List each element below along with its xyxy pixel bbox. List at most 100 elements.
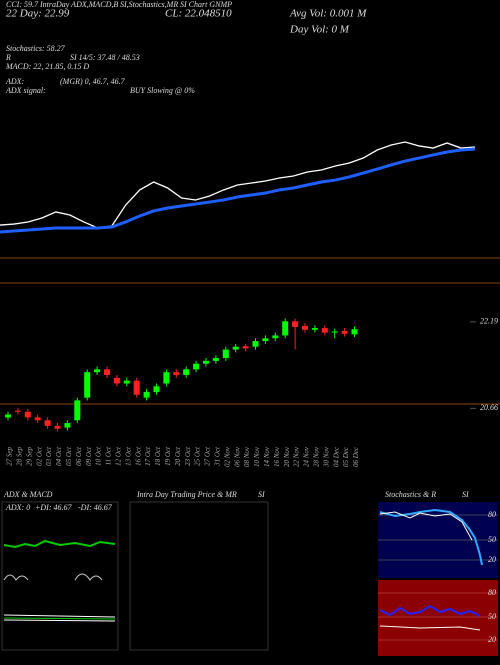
stoch-line bbox=[379, 508, 483, 566]
x-tick-label: 04 Oct bbox=[55, 446, 63, 466]
x-tick-label: 10 Oct bbox=[95, 446, 103, 466]
tick-label: 50 bbox=[488, 612, 496, 621]
x-tick-label: 10 Nov bbox=[253, 446, 261, 467]
x-tick-label: 05 Oct bbox=[65, 446, 73, 466]
candle-body bbox=[331, 331, 338, 333]
x-tick-label: 24 Nov bbox=[303, 446, 311, 467]
header-text: Avg Vol: 0.001 M bbox=[289, 8, 367, 20]
tick-label: 50 bbox=[488, 535, 496, 544]
x-tick-label: 20 Nov bbox=[283, 446, 291, 467]
panel bbox=[1, 501, 119, 651]
header-text: ADX signal: bbox=[5, 86, 46, 95]
candle-body bbox=[311, 328, 318, 330]
candle-body bbox=[292, 321, 299, 327]
candle-body bbox=[133, 380, 140, 395]
panel-text: +DI: 46.67 bbox=[35, 503, 73, 512]
si-line bbox=[379, 625, 481, 631]
candle-body bbox=[282, 321, 289, 336]
candle-body bbox=[232, 346, 239, 350]
x-tick-label: 06 Nov bbox=[233, 446, 241, 467]
x-tick-label: 08 Nov bbox=[243, 446, 251, 467]
x-tick-label: 25 Oct bbox=[194, 446, 202, 466]
candle-body bbox=[203, 360, 209, 364]
header-text: SI Chart GNMP bbox=[180, 0, 232, 9]
x-tick-label: 28 Sep bbox=[16, 447, 24, 466]
panel-title: SI bbox=[258, 490, 265, 499]
panel bbox=[129, 501, 269, 651]
candle-body bbox=[64, 423, 71, 428]
panel-text: ADX: 0 bbox=[5, 503, 30, 512]
candle-body bbox=[54, 425, 61, 429]
candle-body bbox=[104, 369, 110, 375]
candle-body bbox=[84, 372, 91, 398]
x-tick-label: 28 Nov bbox=[313, 446, 321, 467]
header-text: 22 Day: 22.99 bbox=[6, 8, 70, 20]
x-tick-label: 12 Oct bbox=[115, 446, 123, 466]
x-tick-label: 16 Oct bbox=[134, 446, 142, 466]
candle-body bbox=[351, 329, 358, 335]
candle-body bbox=[272, 335, 279, 339]
x-tick-label: 02 Nov bbox=[223, 446, 231, 467]
header-text: (MGR) 0, 46.7, 46.7 bbox=[60, 77, 126, 86]
header-text: ADX: bbox=[5, 77, 25, 86]
candle-body bbox=[341, 330, 348, 334]
panel-title: ADX & MACD bbox=[3, 490, 53, 499]
x-tick-label: 16 Nov bbox=[273, 446, 281, 467]
candle-body bbox=[94, 369, 101, 373]
panel-text: -DI: 46.67 bbox=[78, 503, 113, 512]
price-line bbox=[0, 147, 476, 234]
macd-line bbox=[3, 617, 116, 620]
x-tick-label: 27 Oct bbox=[204, 446, 212, 466]
header-text: BUY Slowing @ 0% bbox=[130, 86, 195, 95]
candle-body bbox=[242, 346, 249, 349]
x-tick-label: 03 Oct bbox=[45, 446, 53, 466]
price-line bbox=[0, 141, 476, 229]
stoch-line bbox=[379, 511, 473, 541]
x-tick-label: 09 Oct bbox=[85, 446, 93, 466]
candle-body bbox=[5, 414, 11, 418]
panel-title: Intra Day Trading Price & MR bbox=[136, 490, 237, 499]
candle-body bbox=[262, 338, 269, 342]
x-tick-label: 18 Oct bbox=[154, 446, 162, 466]
header-text: Day Vol: 0 M bbox=[289, 24, 350, 36]
tick-label: 20 bbox=[488, 635, 496, 644]
header-text: SI 14/5: 37.48 / 48.53 bbox=[70, 53, 140, 62]
x-tick-label: 27 Sep bbox=[6, 447, 14, 466]
candle-body bbox=[123, 380, 130, 384]
tick-label: 80 bbox=[488, 588, 496, 597]
header-text: CCI: 59.7 IntraDay ADX,MACD,B bbox=[6, 0, 118, 9]
x-tick-label: 31 Oct bbox=[214, 446, 222, 467]
x-tick-label: 22 Nov bbox=[293, 446, 301, 467]
x-tick-label: 19 Oct bbox=[164, 446, 172, 466]
header-text: R bbox=[5, 53, 11, 62]
header-text: SI,Stochastics,MR bbox=[120, 0, 178, 9]
x-tick-label: 14 Nov bbox=[263, 446, 271, 467]
header-text: Stochastics: 58.27 bbox=[6, 44, 66, 53]
si-line bbox=[379, 604, 481, 617]
x-tick-label: 11 Oct bbox=[105, 446, 113, 465]
candle-body bbox=[143, 391, 150, 398]
candle-body bbox=[34, 417, 41, 421]
panel-title: Stochastics & R bbox=[385, 490, 436, 499]
candle-body bbox=[321, 328, 328, 333]
candle-body bbox=[252, 341, 259, 347]
candle-body bbox=[163, 372, 170, 384]
y-tick-label: 22.19 bbox=[480, 317, 498, 326]
panel bbox=[378, 580, 498, 656]
candle-body bbox=[193, 363, 200, 370]
x-tick-label: 06 Oct bbox=[75, 446, 83, 466]
x-tick-label: 02 Oct bbox=[35, 446, 43, 466]
x-tick-label: 29 Sep bbox=[25, 447, 33, 466]
candle-body bbox=[44, 420, 51, 426]
x-tick-label: 13 Oct bbox=[124, 446, 132, 466]
x-tick-label: 06 Dec bbox=[352, 446, 360, 467]
candle-body bbox=[222, 349, 229, 359]
candle-body bbox=[74, 400, 81, 421]
candle-body bbox=[212, 358, 219, 361]
panel-title: SI bbox=[462, 490, 469, 499]
x-tick-label: 30 Nov bbox=[322, 446, 330, 468]
tick-label: 80 bbox=[488, 510, 496, 519]
candle-body bbox=[14, 410, 21, 412]
candle-body bbox=[183, 369, 190, 375]
